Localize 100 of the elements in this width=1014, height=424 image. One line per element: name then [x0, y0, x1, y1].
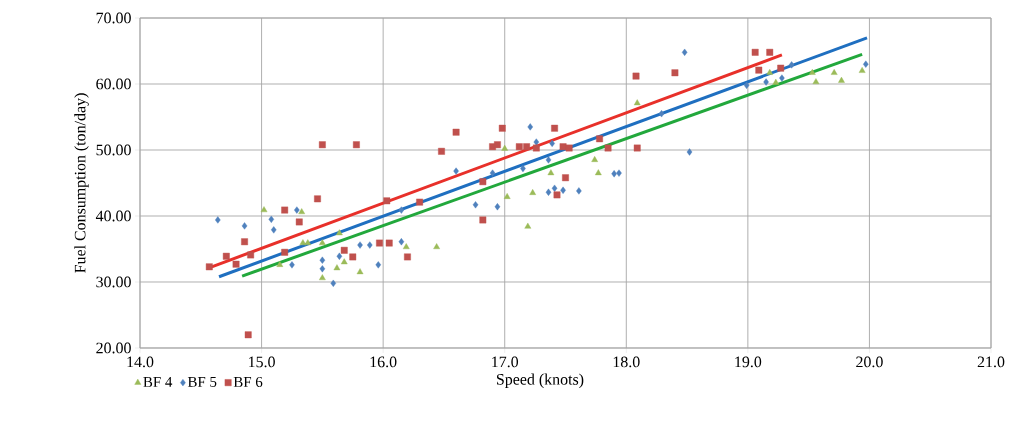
point [453, 167, 459, 175]
point [353, 141, 360, 149]
point [472, 201, 479, 209]
x-tick-label: 19.0 [735, 356, 762, 368]
point [632, 72, 640, 80]
point [402, 243, 410, 250]
point [788, 61, 795, 69]
point [658, 110, 665, 118]
point [270, 226, 277, 234]
point [559, 143, 567, 151]
point [604, 144, 612, 152]
point [349, 253, 357, 261]
point [268, 215, 275, 223]
y-tick-label: 70.00 [96, 12, 131, 24]
point [671, 69, 679, 77]
point [494, 203, 501, 211]
y-axis-title: Fuel Consumption (ton/day) [74, 93, 89, 273]
x-tick-label: 14.0 [127, 356, 154, 368]
point [479, 216, 487, 224]
point [299, 239, 307, 246]
y-tick-label: 30.00 [96, 276, 131, 288]
point [560, 186, 566, 194]
point [498, 124, 506, 132]
point [376, 239, 383, 247]
point [241, 222, 248, 230]
point [340, 258, 348, 265]
point [385, 239, 393, 247]
point [294, 206, 300, 214]
point [808, 68, 816, 75]
point [357, 241, 363, 249]
point [298, 208, 306, 215]
point [591, 156, 598, 162]
point [549, 139, 555, 147]
point [260, 206, 268, 213]
point [686, 148, 693, 156]
point [812, 78, 820, 85]
point [547, 169, 555, 176]
point [551, 184, 558, 192]
point [751, 48, 759, 56]
point [532, 144, 540, 152]
point [766, 68, 774, 75]
point [596, 135, 603, 143]
point [336, 252, 343, 260]
y-tick-label: 20.00 [96, 342, 131, 354]
y-tick-label: 50.00 [96, 144, 131, 156]
x-axis-title: Speed (knots) [496, 373, 584, 388]
point [494, 141, 501, 149]
point [247, 251, 255, 259]
point [215, 216, 221, 224]
point [319, 274, 326, 281]
point [527, 123, 533, 131]
point [289, 261, 295, 269]
x-tick-label: 18.0 [613, 356, 640, 368]
point [336, 229, 343, 236]
legend-label: BF 4 [143, 376, 173, 387]
point [319, 239, 326, 246]
point [772, 78, 780, 85]
x-tick-label: 15.0 [249, 356, 275, 368]
point [452, 128, 460, 136]
point [244, 331, 252, 339]
point [565, 144, 573, 152]
point [438, 147, 445, 155]
point [295, 218, 303, 226]
point [319, 256, 326, 264]
point [863, 60, 869, 68]
point [595, 169, 602, 176]
point [755, 66, 763, 74]
point [551, 124, 558, 132]
point [524, 222, 532, 229]
x-tick-label: 20.0 [856, 356, 883, 368]
point [616, 169, 622, 177]
y-tick-label: 60.00 [96, 78, 131, 90]
point [553, 191, 561, 199]
point [501, 144, 509, 151]
point [319, 265, 326, 273]
point [681, 48, 688, 56]
point [743, 81, 750, 89]
point [304, 239, 312, 246]
point [416, 198, 424, 206]
point [763, 78, 769, 86]
x-tick-label: 21.0 [977, 356, 1005, 368]
point [633, 144, 641, 152]
point [523, 143, 531, 151]
point [489, 169, 496, 177]
point [398, 206, 405, 214]
point [529, 189, 536, 195]
point [314, 195, 321, 203]
point [545, 156, 552, 164]
legend-label: BF 6 [233, 376, 263, 387]
point [383, 197, 391, 205]
legend-label: BF 5 [187, 376, 217, 387]
point [633, 99, 641, 106]
point [333, 264, 341, 271]
point [545, 188, 552, 196]
point [766, 48, 774, 56]
point [404, 253, 411, 261]
point [375, 261, 382, 269]
point [562, 174, 569, 182]
point [241, 238, 248, 246]
point [222, 252, 230, 260]
